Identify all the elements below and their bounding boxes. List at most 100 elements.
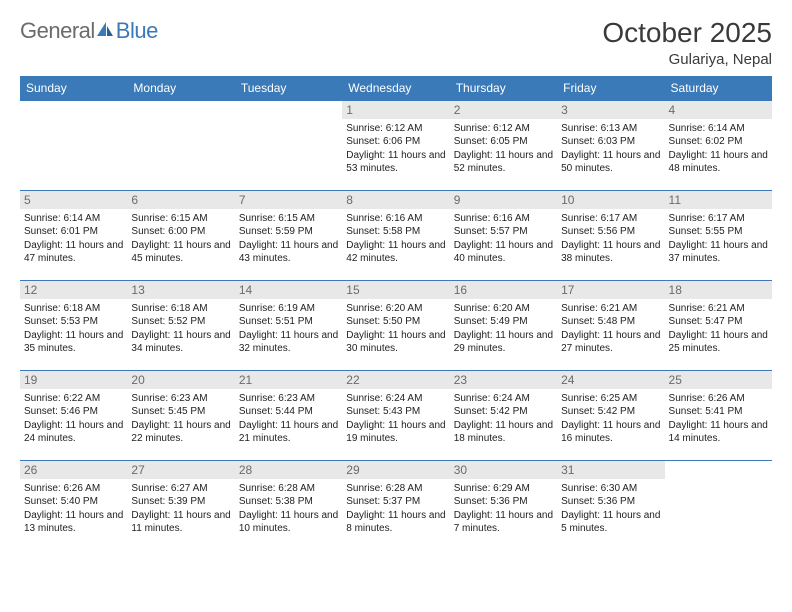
daylight-text: Daylight: 11 hours and 7 minutes.: [454, 509, 553, 536]
sunrise-text: Sunrise: 6:17 AM: [669, 212, 768, 226]
day-number: 27: [127, 461, 234, 479]
daylight-text: Daylight: 11 hours and 35 minutes.: [24, 329, 123, 356]
daylight-text: Daylight: 11 hours and 13 minutes.: [24, 509, 123, 536]
calendar-cell: 8Sunrise: 6:16 AMSunset: 5:58 PMDaylight…: [342, 190, 449, 280]
calendar-cell: 18Sunrise: 6:21 AMSunset: 5:47 PMDayligh…: [665, 280, 772, 370]
day-number: 1: [342, 101, 449, 119]
calendar-cell: 6Sunrise: 6:15 AMSunset: 6:00 PMDaylight…: [127, 190, 234, 280]
title-block: October 2025 Gulariya, Nepal: [602, 18, 772, 68]
calendar-week: 5Sunrise: 6:14 AMSunset: 6:01 PMDaylight…: [20, 190, 772, 280]
calendar-cell: 24Sunrise: 6:25 AMSunset: 5:42 PMDayligh…: [557, 370, 664, 460]
calendar-cell: 16 Sunrise: 6:20 AMSunset: 5:49 PMDayligh…: [450, 280, 557, 370]
weekday-header: Sunday: [20, 76, 127, 101]
calendar-cell: 13Sunrise: 6:18 AMSunset: 5:52 PMDayligh…: [127, 280, 234, 370]
weekday-header: Thursday: [450, 76, 557, 101]
sunset-text: Sunset: 5:45 PM: [131, 405, 230, 419]
sunset-text: Sunset: 5:58 PM: [346, 225, 445, 239]
daylight-text: Daylight: 11 hours and 22 minutes.: [131, 419, 230, 446]
sunset-text: Sunset: 6:03 PM: [561, 135, 660, 149]
sunrise-text: Sunrise: 6:26 AM: [669, 392, 768, 406]
month-title: October 2025: [602, 18, 772, 49]
sunrise-text: Sunrise: 6:13 AM: [561, 122, 660, 136]
daylight-text: Daylight: 11 hours and 10 minutes.: [239, 509, 338, 536]
day-number: 6: [127, 191, 234, 209]
day-number: 13: [127, 281, 234, 299]
day-number: 10: [557, 191, 664, 209]
sunset-text: Sunset: 5:43 PM: [346, 405, 445, 419]
sunset-text: Sunset: 5:39 PM: [131, 495, 230, 509]
calendar-cell: 2Sunrise: 6:12 AMSunset: 6:05 PMDaylight…: [450, 100, 557, 190]
sunset-text: Sunset: 5:47 PM: [669, 315, 768, 329]
daylight-text: Daylight: 11 hours and 24 minutes.: [24, 419, 123, 446]
sunrise-text: Sunrise: 6:29 AM: [454, 482, 553, 496]
logo-text-left: General: [20, 18, 95, 44]
sunrise-text: Sunrise: 6:25 AM: [561, 392, 660, 406]
daylight-text: Daylight: 11 hours and 18 minutes.: [454, 419, 553, 446]
weekday-header: Tuesday: [235, 76, 342, 101]
day-number: 19: [20, 371, 127, 389]
sunset-text: Sunset: 6:02 PM: [669, 135, 768, 149]
sunrise-text: Sunrise: 6:15 AM: [131, 212, 230, 226]
day-number: 5: [20, 191, 127, 209]
sunrise-text: Sunrise: 6:23 AM: [131, 392, 230, 406]
sunset-text: Sunset: 6:00 PM: [131, 225, 230, 239]
sunrise-text: Sunrise: 6:14 AM: [24, 212, 123, 226]
sunset-text: Sunset: 5:49 PM: [454, 315, 553, 329]
calendar-cell: 27Sunrise: 6:27 AMSunset: 5:39 PMDayligh…: [127, 460, 234, 550]
calendar-body: ...1Sunrise: 6:12 AMSunset: 6:06 PMDayli…: [20, 100, 772, 550]
daylight-text: Daylight: 11 hours and 52 minutes.: [454, 149, 553, 176]
sunrise-text: Sunrise: 6:20 AM: [346, 302, 445, 316]
sunrise-text: Sunrise: 6:26 AM: [24, 482, 123, 496]
calendar-week: ...1Sunrise: 6:12 AMSunset: 6:06 PMDayli…: [20, 100, 772, 190]
calendar-cell: .: [20, 100, 127, 190]
daylight-text: Daylight: 11 hours and 8 minutes.: [346, 509, 445, 536]
calendar-cell: 30 Sunrise: 6:29 AMSunset: 5:36 PMDayligh…: [450, 460, 557, 550]
sunrise-text: Sunrise: 6:28 AM: [346, 482, 445, 496]
sunrise-text: Sunrise: 6:21 AM: [669, 302, 768, 316]
daylight-text: Daylight: 11 hours and 30 minutes.: [346, 329, 445, 356]
calendar-cell: 22Sunrise: 6:24 AMSunset: 5:43 PMDayligh…: [342, 370, 449, 460]
calendar-head: SundayMondayTuesdayWednesdayThursdayFrid…: [20, 76, 772, 101]
daylight-text: Daylight: 11 hours and 29 minutes.: [454, 329, 553, 356]
calendar-cell: 4Sunrise: 6:14 AMSunset: 6:02 PMDaylight…: [665, 100, 772, 190]
day-number: 21: [235, 371, 342, 389]
day-number: 15: [342, 281, 449, 299]
weekday-header: Saturday: [665, 76, 772, 101]
daylight-text: Daylight: 11 hours and 14 minutes.: [669, 419, 768, 446]
daylight-text: Daylight: 11 hours and 53 minutes.: [346, 149, 445, 176]
day-number: 17: [557, 281, 664, 299]
day-number: 23: [450, 371, 557, 389]
calendar-cell: 9Sunrise: 6:16 AMSunset: 5:57 PMDaylight…: [450, 190, 557, 280]
sunset-text: Sunset: 5:38 PM: [239, 495, 338, 509]
weekday-header: Wednesday: [342, 76, 449, 101]
daylight-text: Daylight: 11 hours and 38 minutes.: [561, 239, 660, 266]
sunset-text: Sunset: 5:42 PM: [561, 405, 660, 419]
sunrise-text: Sunrise: 6:16 AM: [454, 212, 553, 226]
day-number: 16: [450, 281, 557, 299]
sunset-text: Sunset: 5:36 PM: [561, 495, 660, 509]
calendar-cell: 26Sunrise: 6:26 AMSunset: 5:40 PMDayligh…: [20, 460, 127, 550]
calendar-cell: 15Sunrise: 6:20 AMSunset: 5:50 PMDayligh…: [342, 280, 449, 370]
sunrise-text: Sunrise: 6:24 AM: [454, 392, 553, 406]
daylight-text: Daylight: 11 hours and 47 minutes.: [24, 239, 123, 266]
calendar-cell: 25Sunrise: 6:26 AMSunset: 5:41 PMDayligh…: [665, 370, 772, 460]
sunrise-text: Sunrise: 6:15 AM: [239, 212, 338, 226]
day-number: 8: [342, 191, 449, 209]
calendar-cell: .: [235, 100, 342, 190]
day-number: 30: [450, 461, 557, 479]
daylight-text: Daylight: 11 hours and 34 minutes.: [131, 329, 230, 356]
sunset-text: Sunset: 5:36 PM: [454, 495, 553, 509]
calendar-cell: 29Sunrise: 6:28 AMSunset: 5:37 PMDayligh…: [342, 460, 449, 550]
daylight-text: Daylight: 11 hours and 43 minutes.: [239, 239, 338, 266]
sunrise-text: Sunrise: 6:20 AM: [454, 302, 553, 316]
sunset-text: Sunset: 5:51 PM: [239, 315, 338, 329]
sunrise-text: Sunrise: 6:27 AM: [131, 482, 230, 496]
weekday-row: SundayMondayTuesdayWednesdayThursdayFrid…: [20, 76, 772, 101]
daylight-text: Daylight: 11 hours and 5 minutes.: [561, 509, 660, 536]
day-number: 14: [235, 281, 342, 299]
calendar-cell: 7Sunrise: 6:15 AMSunset: 5:59 PMDaylight…: [235, 190, 342, 280]
sunset-text: Sunset: 5:55 PM: [669, 225, 768, 239]
weekday-header: Friday: [557, 76, 664, 101]
daylight-text: Daylight: 11 hours and 16 minutes.: [561, 419, 660, 446]
sunrise-text: Sunrise: 6:18 AM: [24, 302, 123, 316]
